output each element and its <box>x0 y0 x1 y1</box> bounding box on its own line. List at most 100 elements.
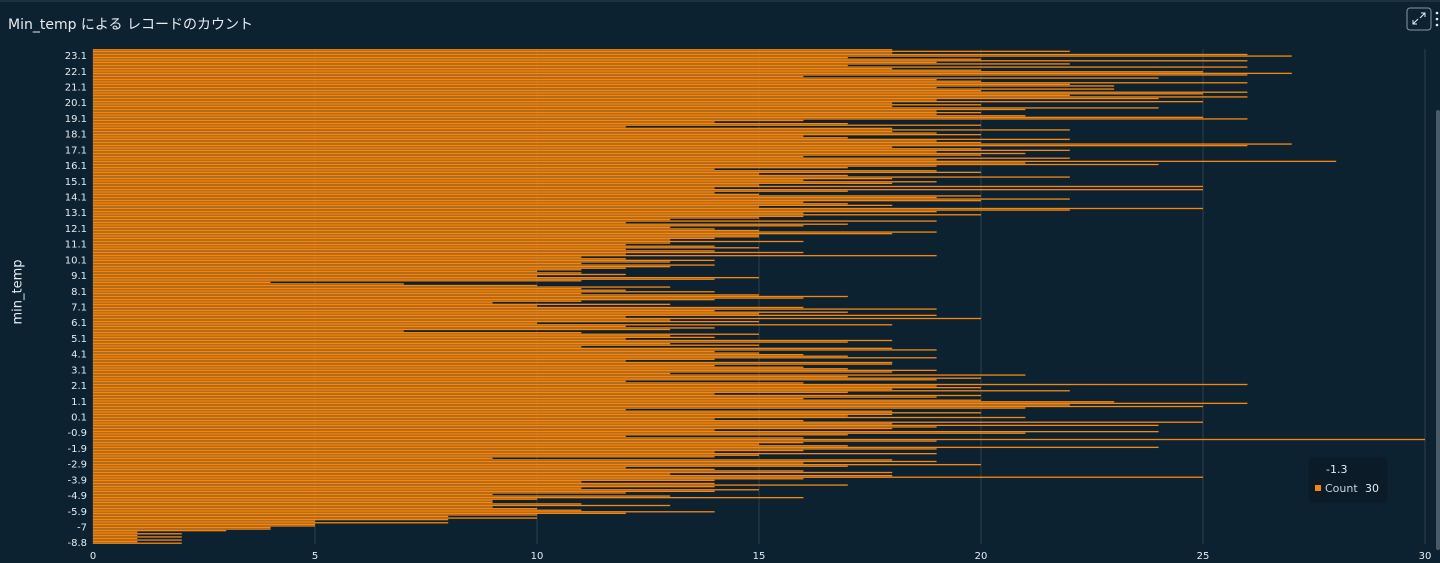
bar <box>93 181 937 183</box>
bar <box>93 242 671 244</box>
bar <box>93 456 715 458</box>
bar <box>93 286 671 288</box>
bar <box>93 248 626 251</box>
bar <box>93 108 1026 111</box>
bar <box>93 228 715 230</box>
bar <box>93 292 582 295</box>
bar <box>93 440 937 442</box>
bar <box>93 383 1248 386</box>
collapse-button[interactable] <box>1406 7 1432 31</box>
bar <box>93 210 937 213</box>
bar <box>93 377 981 379</box>
bar <box>93 533 182 535</box>
bar <box>93 275 537 277</box>
y-tick-label: 22.1 <box>65 67 87 78</box>
bar <box>93 404 1070 406</box>
bar <box>93 144 1248 147</box>
menu-dot[interactable] <box>1435 17 1439 21</box>
bar <box>93 313 759 315</box>
bar <box>93 83 1070 86</box>
bar <box>93 353 804 356</box>
bar <box>93 501 493 504</box>
bar <box>93 215 804 218</box>
bar <box>93 272 582 274</box>
bar <box>93 86 937 89</box>
bar <box>93 193 759 196</box>
x-tick-label: 25 <box>1197 551 1210 562</box>
bar <box>93 380 626 383</box>
bar <box>93 360 626 362</box>
bar <box>93 520 315 522</box>
bar <box>93 335 671 337</box>
scrollbar[interactable] <box>1436 110 1440 550</box>
bar <box>93 358 715 361</box>
bar <box>93 49 893 51</box>
bar <box>93 473 671 475</box>
bar <box>93 126 626 128</box>
bar <box>93 489 759 491</box>
bar <box>93 82 1248 84</box>
bar <box>93 487 582 489</box>
bar <box>93 184 759 186</box>
y-tick-label: 20.1 <box>65 98 87 109</box>
bar <box>93 276 759 279</box>
y-axis-label: min_temp <box>11 259 26 324</box>
bar <box>93 460 937 463</box>
bar <box>93 226 671 229</box>
bar <box>93 203 848 205</box>
bar <box>93 434 848 436</box>
bar <box>93 536 182 538</box>
bar <box>93 74 1248 76</box>
bar <box>93 102 893 104</box>
bar <box>93 485 715 488</box>
bar <box>93 85 1115 87</box>
bar <box>93 253 626 255</box>
bar <box>93 239 671 241</box>
bar <box>93 331 582 334</box>
bar <box>93 350 715 353</box>
menu-dot[interactable] <box>1435 11 1439 15</box>
bar <box>93 58 981 60</box>
y-tick-label: 6.1 <box>71 318 87 329</box>
bar <box>93 100 1203 103</box>
bar <box>93 89 981 92</box>
bar <box>93 379 937 381</box>
bar <box>93 314 937 317</box>
menu-dot[interactable] <box>1435 23 1439 27</box>
x-tick-label: 30 <box>1419 551 1432 562</box>
y-tick-label: 0.1 <box>71 413 87 424</box>
bar <box>93 217 759 219</box>
bar <box>93 60 1248 62</box>
bar <box>93 195 981 197</box>
bar <box>93 424 1159 427</box>
bar <box>93 454 759 456</box>
bar <box>93 297 804 299</box>
bar <box>93 407 1026 409</box>
bar <box>93 212 804 214</box>
bar <box>93 391 848 394</box>
bar <box>93 374 1026 376</box>
bar <box>93 221 626 224</box>
bar <box>93 177 893 180</box>
bar <box>93 435 626 438</box>
bar <box>93 152 1026 155</box>
bar <box>93 240 804 243</box>
bar <box>93 342 671 345</box>
bar <box>93 259 715 262</box>
bar <box>93 52 893 54</box>
bar <box>93 496 804 499</box>
bar <box>93 479 715 482</box>
bar <box>93 121 715 123</box>
bar <box>93 251 804 254</box>
bar <box>93 514 537 516</box>
bar <box>93 214 981 216</box>
y-tick-label: -1.9 <box>67 444 87 455</box>
bar <box>93 61 937 64</box>
y-tick-label: 23.1 <box>65 51 87 62</box>
bar <box>93 396 937 398</box>
bar <box>93 162 1026 164</box>
bar <box>93 171 981 174</box>
bar <box>93 132 937 134</box>
y-tick-label: 9.1 <box>71 271 87 282</box>
bar <box>93 308 937 310</box>
